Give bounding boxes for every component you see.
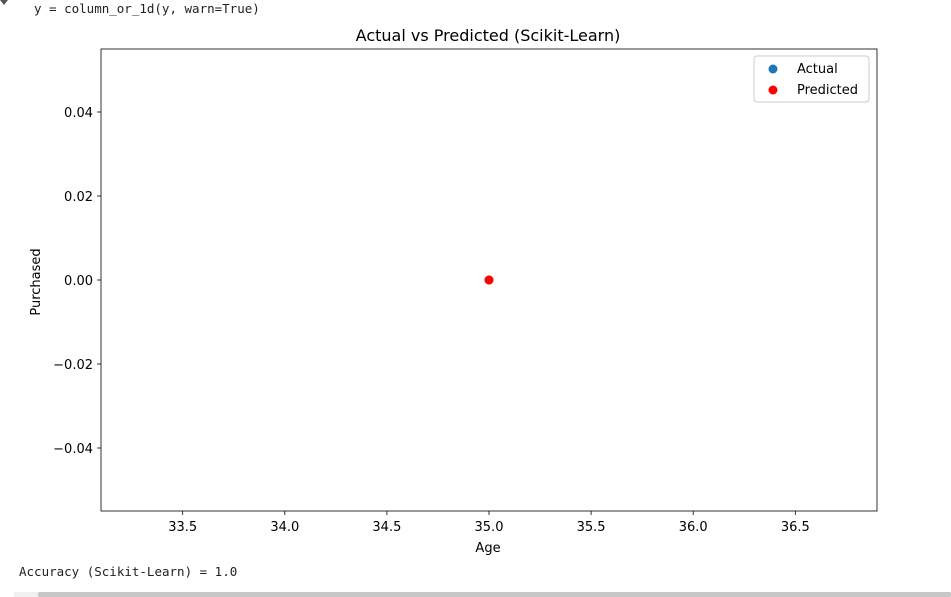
y-tick-label: −0.02	[53, 358, 93, 373]
legend-label-actual: Actual	[797, 62, 838, 77]
legend-box	[753, 55, 870, 103]
x-axis-label: Age	[475, 541, 500, 556]
x-tick-label: 36.0	[679, 520, 708, 535]
legend-marker-actual	[768, 64, 778, 74]
warning-code-line: y = column_or_1d(y, warn=True)	[34, 1, 260, 16]
collapse-caret-icon[interactable]	[0, 0, 8, 5]
x-tick-label: 33.5	[168, 520, 197, 535]
data-points	[484, 275, 494, 285]
y-tick-label: 0.00	[64, 274, 93, 289]
accuracy-output: Accuracy (Scikit-Learn) = 1.0	[19, 564, 238, 579]
legend-marker-predicted	[768, 85, 778, 95]
x-tick-label: 36.5	[781, 520, 810, 535]
x-axis-ticks: 33.5 34.0 34.5 35.0 35.5 36.0 36.5	[168, 511, 810, 535]
x-tick-label: 35.5	[577, 520, 606, 535]
x-tick-label: 34.0	[270, 520, 299, 535]
y-axis-ticks: 0.04 0.02 0.00 −0.02 −0.04	[53, 106, 101, 457]
x-tick-label: 35.0	[475, 520, 504, 535]
legend: Actual Predicted	[753, 55, 870, 103]
chart-title: Actual vs Predicted (Scikit-Learn)	[356, 26, 621, 45]
point-predicted	[484, 275, 494, 285]
y-tick-label: 0.04	[64, 106, 93, 121]
legend-label-predicted: Predicted	[797, 83, 858, 98]
y-axis-label: Purchased	[29, 248, 44, 315]
x-tick-label: 34.5	[372, 520, 401, 535]
horizontal-scrollbar-thumb[interactable]	[38, 592, 951, 597]
y-tick-label: 0.02	[64, 190, 93, 205]
y-tick-label: −0.04	[53, 442, 93, 457]
